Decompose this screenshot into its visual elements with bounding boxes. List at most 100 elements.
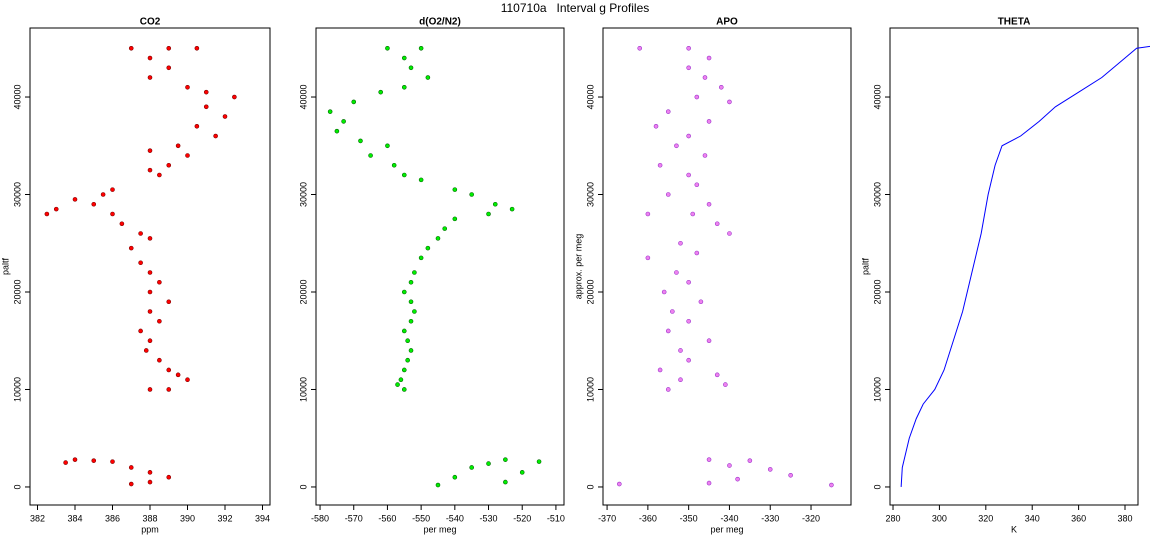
data-point xyxy=(128,465,134,470)
y-tick-label: 0 xyxy=(585,484,595,489)
data-point xyxy=(418,177,424,183)
data-point xyxy=(128,481,134,487)
data-point xyxy=(694,94,700,100)
x-tick-label: -570 xyxy=(345,513,363,523)
data-point xyxy=(194,123,200,129)
data-point xyxy=(674,270,679,275)
data-point xyxy=(110,459,115,464)
data-point xyxy=(72,197,78,202)
data-point xyxy=(147,479,153,485)
data-point xyxy=(714,221,720,227)
data-point xyxy=(203,104,209,110)
data-point xyxy=(686,357,691,363)
data-point xyxy=(351,99,357,105)
data-point xyxy=(147,270,153,275)
data-point xyxy=(408,299,414,305)
x-tick-label: 390 xyxy=(180,513,195,523)
y-tick-label: 10000 xyxy=(585,377,595,402)
data-point xyxy=(91,458,97,463)
x-tick-label: 320 xyxy=(978,513,993,523)
data-point xyxy=(665,387,671,392)
y-tick-label: 30000 xyxy=(298,182,308,207)
data-point xyxy=(232,94,237,100)
data-point xyxy=(401,367,407,373)
data-point xyxy=(143,348,149,353)
x-tick-label: -360 xyxy=(639,513,657,523)
data-point xyxy=(157,279,162,285)
data-point xyxy=(665,192,671,197)
data-point xyxy=(213,133,218,139)
data-point xyxy=(166,45,172,51)
data-point xyxy=(686,279,691,285)
x-tick-label: -330 xyxy=(761,513,779,523)
y-tick-label: 40000 xyxy=(12,85,22,110)
data-point xyxy=(686,45,691,51)
data-point xyxy=(665,109,671,114)
y-tick-label: 20000 xyxy=(12,279,22,304)
data-point xyxy=(408,65,414,71)
data-point xyxy=(185,377,190,383)
profile-line xyxy=(900,45,1150,487)
panel-title: APO xyxy=(716,17,738,28)
data-point xyxy=(166,367,172,373)
data-point xyxy=(401,387,407,392)
data-point xyxy=(735,476,740,482)
x-tick-label: 382 xyxy=(30,513,45,523)
y-tick-label: 0 xyxy=(12,484,22,489)
y-tick-label: 0 xyxy=(298,484,308,489)
data-point xyxy=(442,226,448,231)
data-point xyxy=(222,114,228,119)
data-point xyxy=(401,328,407,334)
data-point xyxy=(408,279,414,285)
data-point xyxy=(829,482,834,488)
data-point xyxy=(72,457,78,462)
data-point xyxy=(670,309,675,314)
data-point xyxy=(368,153,373,158)
y-tick-label: 10000 xyxy=(872,377,882,402)
data-point xyxy=(128,45,134,51)
data-point xyxy=(412,309,417,314)
data-point xyxy=(503,479,508,485)
data-point xyxy=(110,211,115,217)
data-point xyxy=(412,270,417,275)
x-tick-label: -530 xyxy=(480,513,498,523)
data-point xyxy=(385,45,390,51)
data-point xyxy=(694,182,700,188)
y-tick-label: 40000 xyxy=(585,85,595,110)
data-point xyxy=(674,143,679,149)
data-point xyxy=(686,172,691,178)
x-tick-label: 380 xyxy=(1117,513,1132,523)
y-tick-label: 30000 xyxy=(585,182,595,207)
plot-frame xyxy=(315,27,565,506)
data-point xyxy=(665,328,671,334)
data-point xyxy=(138,231,143,236)
x-tick-label: -540 xyxy=(446,513,464,523)
plot-frame xyxy=(29,27,271,506)
y-axis-label: paltf xyxy=(0,257,10,275)
data-point xyxy=(645,255,651,261)
x-axis-label: per meg xyxy=(423,524,456,534)
data-point xyxy=(469,192,474,197)
y-axis-label: approx. per meg xyxy=(573,234,583,300)
data-point xyxy=(128,245,134,251)
x-tick-label: -320 xyxy=(802,513,820,523)
data-point xyxy=(147,167,153,173)
data-point xyxy=(509,206,515,212)
data-point xyxy=(425,245,431,251)
y-tick-label: 0 xyxy=(872,484,882,489)
x-tick-label: 394 xyxy=(255,513,270,523)
data-point xyxy=(147,309,153,314)
data-point xyxy=(694,250,700,256)
data-point xyxy=(166,474,172,480)
data-point xyxy=(686,65,691,71)
data-point xyxy=(617,481,622,487)
data-point xyxy=(334,128,340,134)
data-point xyxy=(425,75,431,80)
data-point xyxy=(63,460,68,465)
data-point xyxy=(401,84,407,90)
x-tick-label: -340 xyxy=(720,513,738,523)
panel-title: d(O2/N2) xyxy=(419,17,461,28)
data-point xyxy=(714,372,720,378)
y-tick-label: 10000 xyxy=(12,377,22,402)
data-point xyxy=(686,318,691,324)
